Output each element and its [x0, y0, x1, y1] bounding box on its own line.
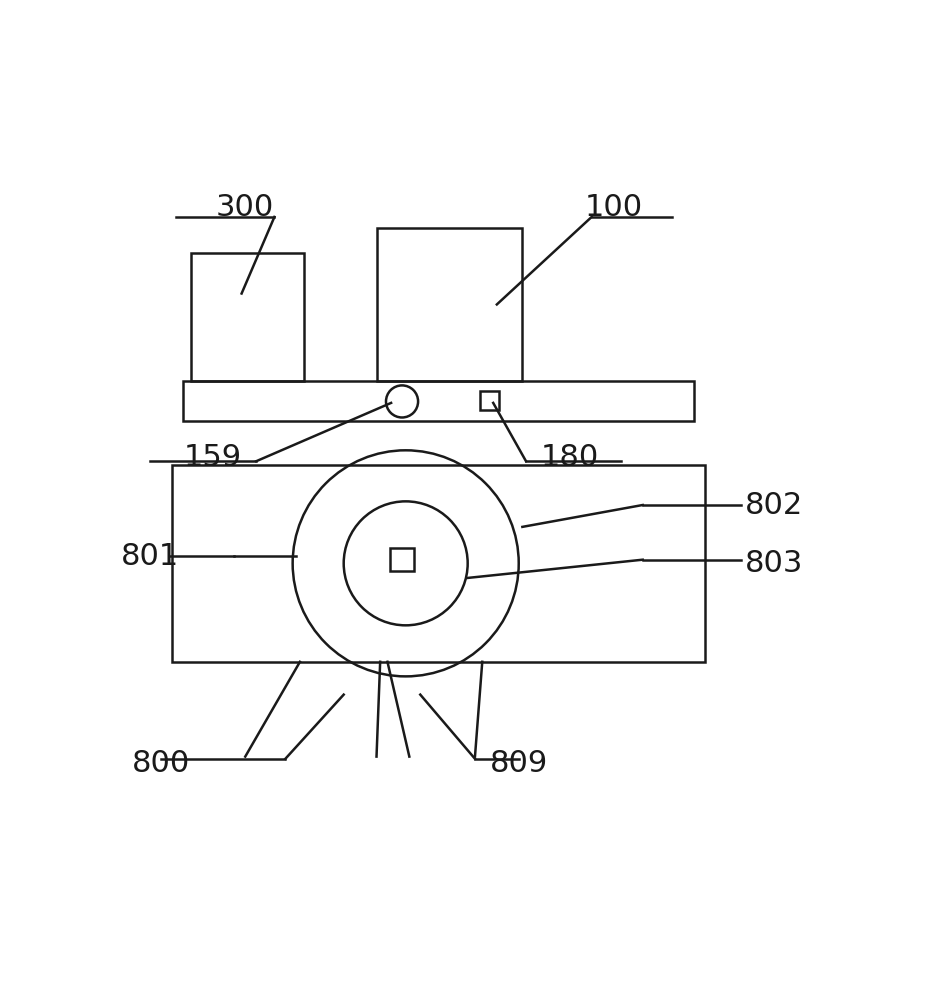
Text: 802: 802: [744, 490, 803, 520]
Text: 300: 300: [216, 193, 275, 222]
Text: 803: 803: [744, 549, 804, 578]
Bar: [391, 548, 414, 571]
Text: 801: 801: [121, 542, 180, 571]
Bar: [480, 391, 499, 410]
Bar: [183, 381, 694, 421]
Text: 809: 809: [489, 749, 548, 778]
Bar: [172, 465, 705, 662]
Text: 180: 180: [541, 443, 598, 472]
Text: 159: 159: [183, 443, 242, 472]
Bar: [190, 253, 304, 381]
Text: 100: 100: [584, 193, 643, 222]
Bar: [376, 228, 522, 381]
Text: 800: 800: [132, 749, 190, 778]
